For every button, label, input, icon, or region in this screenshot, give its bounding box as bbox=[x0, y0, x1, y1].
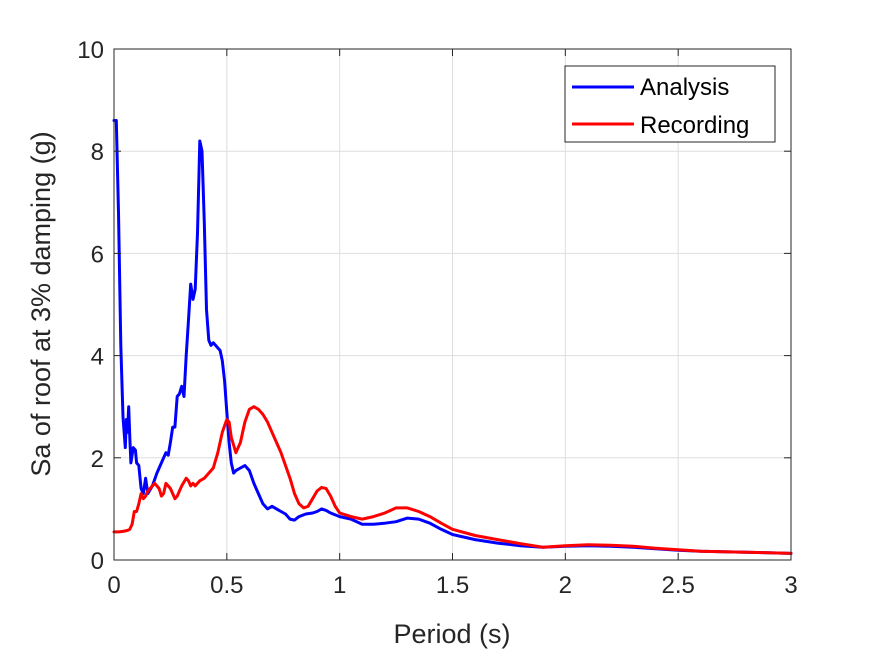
series-line-recording bbox=[112, 405, 793, 555]
y-tick-label: 10 bbox=[77, 37, 104, 64]
x-tick-label: 2.5 bbox=[661, 572, 694, 599]
series-layer bbox=[112, 119, 793, 555]
x-tick-label: 1.5 bbox=[436, 572, 469, 599]
legend: Analysis Recording bbox=[564, 65, 776, 143]
x-tick-label: 2 bbox=[559, 572, 572, 599]
x-tick-label: 1 bbox=[333, 572, 346, 599]
legend-label-analysis: Analysis bbox=[640, 74, 729, 101]
x-tick-label: 3 bbox=[784, 572, 797, 599]
y-axis-label: Sa of roof at 3% damping (g) bbox=[26, 131, 56, 476]
y-tick-label: 2 bbox=[91, 446, 104, 473]
legend-box bbox=[564, 65, 776, 143]
y-tick-label: 0 bbox=[91, 548, 104, 575]
x-tick-label: 0 bbox=[107, 572, 120, 599]
x-axis-label: Period (s) bbox=[393, 619, 510, 649]
y-tick-label: 4 bbox=[91, 344, 104, 371]
y-tick-label: 6 bbox=[91, 241, 104, 268]
y-tick-label: 8 bbox=[91, 139, 104, 166]
x-tick-label: 0.5 bbox=[210, 572, 243, 599]
tick-labels-layer: 0 0.5 1 1.5 2 2.5 3 0 2 4 6 8 10 bbox=[77, 37, 797, 599]
legend-label-recording: Recording bbox=[640, 112, 749, 139]
ticks-layer bbox=[113, 48, 792, 561]
series-line-analysis bbox=[112, 119, 793, 555]
